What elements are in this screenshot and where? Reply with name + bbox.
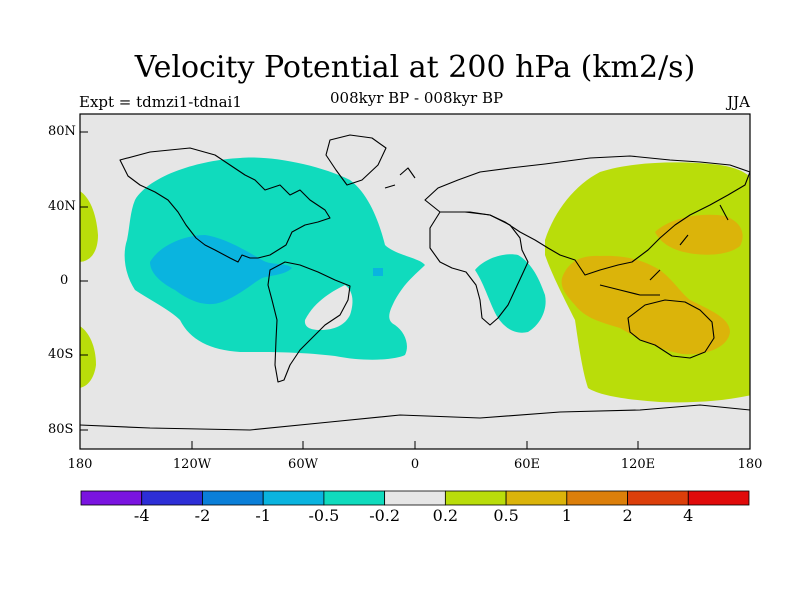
lon-label: 120W	[172, 457, 212, 472]
lon-label: 120E	[620, 457, 656, 472]
colorbar-label: 1	[561, 506, 572, 525]
season-label: JJA	[727, 93, 750, 111]
colorbar-swatch	[80, 490, 143, 506]
lat-label: 40N	[48, 199, 76, 214]
colorbar-label: 0.5	[493, 506, 519, 525]
positive-anomaly-west-edge-south	[80, 326, 96, 388]
lon-label: 0	[410, 457, 420, 472]
colorbar-swatch	[384, 490, 446, 506]
colorbar-label: -4	[133, 506, 150, 525]
colorbar-label: 0.2	[432, 506, 459, 525]
colorbar-label: -1	[255, 506, 271, 525]
lon-label: 180	[67, 457, 93, 472]
lat-label: 80N	[48, 124, 76, 139]
experiment-label: Expt = tdmzi1-tdnai1	[79, 93, 242, 111]
colorbar-label: -0.2	[369, 506, 401, 525]
colorbar-label: 4	[683, 506, 694, 525]
positive-anomaly-core-north	[655, 214, 743, 255]
colorbar-swatch	[505, 490, 568, 506]
negative-anomaly-core	[150, 235, 292, 305]
colorbar-label: -2	[194, 506, 211, 525]
lat-label: 0	[60, 273, 69, 288]
colorbar-swatch	[323, 490, 386, 506]
colorbar-swatch	[444, 490, 507, 506]
period-label: 008kyr BP - 008kyr BP	[330, 89, 504, 107]
neutral-patch	[304, 285, 353, 330]
colorbar-swatch	[202, 490, 264, 506]
colorbar	[80, 490, 750, 506]
lon-label: 60W	[288, 457, 318, 472]
lat-label: 40S	[48, 347, 74, 362]
map-title: Velocity Potential at 200 hPa (km2/s)	[134, 50, 696, 85]
lat-label: 80S	[48, 422, 74, 437]
positive-anomaly-west-edge	[80, 191, 98, 262]
colorbar-swatch	[687, 490, 750, 506]
colorbar-swatch	[627, 490, 689, 506]
lon-label: 60E	[513, 457, 541, 472]
colorbar-swatch	[262, 490, 325, 506]
negative-anomaly-africa	[475, 254, 546, 333]
colorbar-swatch	[566, 490, 628, 506]
colorbar-swatch	[141, 490, 203, 506]
lon-label: 180	[737, 457, 763, 472]
negative-anomaly-spot	[373, 268, 383, 276]
axis-ticks	[80, 131, 639, 449]
coastlines	[80, 134, 750, 431]
colorbar-label: 2	[622, 506, 633, 525]
colorbar-label: -0.5	[308, 506, 340, 525]
